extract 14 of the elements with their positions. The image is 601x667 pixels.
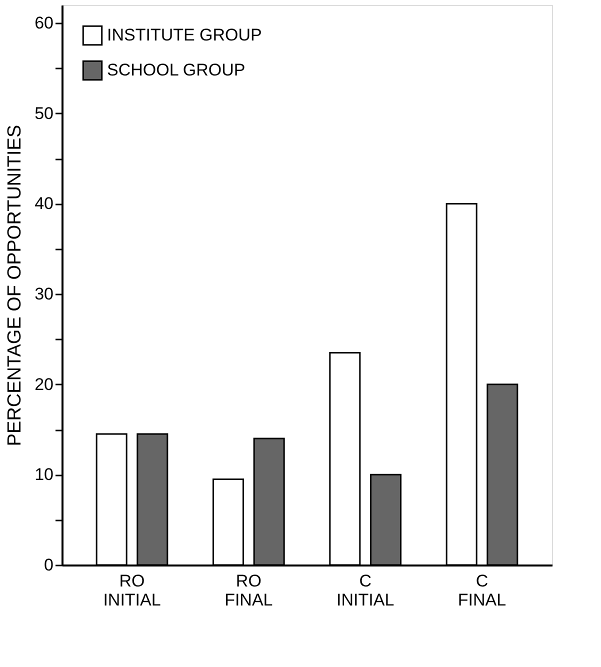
x-tick-label: C INITIAL — [336, 572, 394, 610]
x-tick-label: RO FINAL — [224, 572, 273, 610]
y-tick-label: 0 — [44, 556, 54, 574]
y-tick-label: 10 — [34, 465, 54, 484]
y-axis-title: PERCENTAGE OF OPPORTUNITIES — [4, 124, 26, 446]
y-tick-label: 40 — [34, 194, 54, 214]
y-tick-label: 20 — [34, 374, 54, 394]
y-tick-label: 60 — [34, 14, 54, 33]
x-tick-label: RO INITIAL — [103, 572, 161, 610]
x-tick-label: C FINAL — [458, 572, 506, 610]
legend-label: INSTITUTE GROUP — [107, 26, 262, 44]
legend-label: SCHOOL GROUP — [107, 60, 246, 80]
y-tick-label: 50 — [34, 104, 54, 123]
y-tick-label: 30 — [34, 284, 54, 304]
